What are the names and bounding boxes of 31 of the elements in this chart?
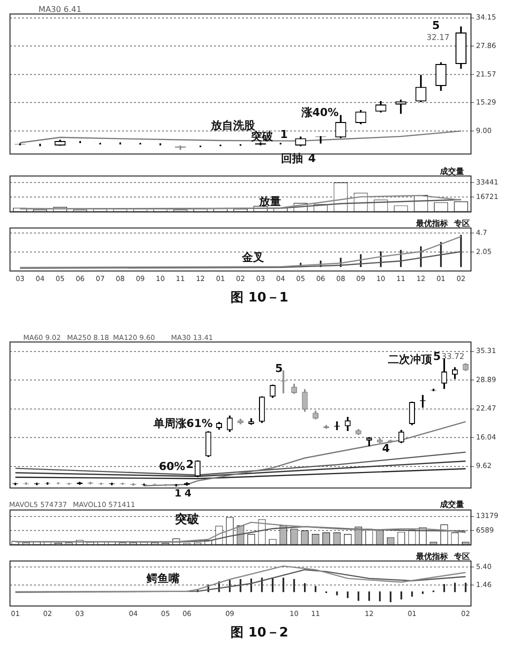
- annotation: 33.72: [442, 352, 464, 362]
- text: 1: [174, 488, 182, 500]
- annotation: 5: [275, 362, 283, 375]
- annotation: 放自洗股: [210, 118, 256, 132]
- annotation: 涨40%: [300, 106, 339, 119]
- annotation: 4: [308, 152, 316, 165]
- annotation: 5: [432, 18, 440, 32]
- annotation: 单周涨61%: [152, 416, 213, 430]
- annotation: 32.17: [426, 33, 450, 42]
- annotation: 金叉: [241, 250, 264, 264]
- annotation: 5: [433, 350, 441, 363]
- annotation: 2: [186, 458, 194, 471]
- annotation: MA30 6.41: [38, 5, 82, 14]
- annotation: 1: [280, 128, 288, 141]
- annotation: 放量: [258, 194, 281, 208]
- annotation: 成交量: [439, 166, 464, 176]
- annotation: 最优指标: [415, 219, 448, 228]
- annotation: 60%: [158, 460, 186, 473]
- text: 4: [184, 488, 192, 500]
- annotation: 专区: [453, 219, 470, 228]
- annotation: 回抽: [281, 152, 303, 165]
- text: 图 10－2: [230, 626, 288, 641]
- annotation: 鳄鱼嘴: [146, 572, 180, 585]
- text: 图 10－1: [230, 290, 288, 306]
- annotation: 专区: [453, 552, 470, 562]
- annotation: 最优指标: [415, 552, 448, 562]
- annotation: 突破: [174, 512, 200, 526]
- annotation: 4: [382, 442, 390, 455]
- text: 成交量: [439, 499, 464, 510]
- annotation: 二次冲顶: [388, 352, 433, 366]
- annotation: 突破: [250, 130, 274, 143]
